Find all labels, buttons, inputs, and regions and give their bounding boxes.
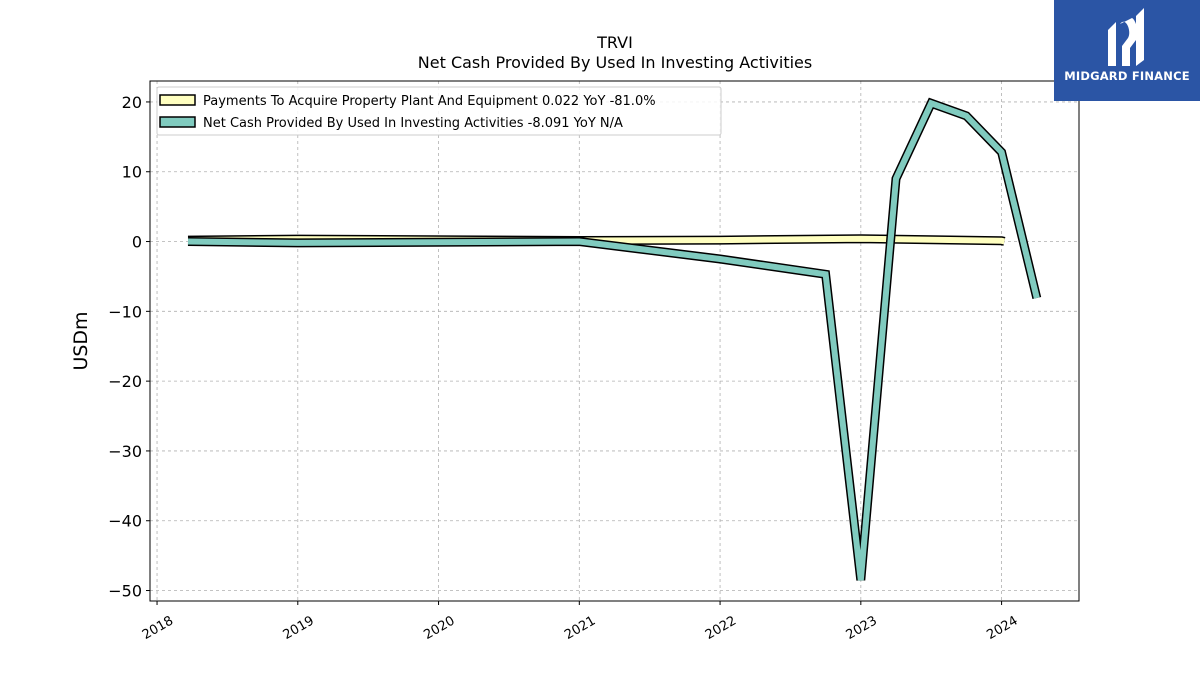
legend: Payments To Acquire Property Plant And E… bbox=[156, 86, 722, 136]
legend-box bbox=[156, 86, 722, 136]
x-tick-label: 2022 bbox=[703, 613, 739, 643]
x-axis: 2018 2019 2020 2021 2022 2023 2024 bbox=[140, 601, 1021, 643]
chart-subtitle: Net Cash Provided By Used In Investing A… bbox=[418, 53, 812, 72]
brand-name: MIDGARD FINANCE bbox=[1064, 69, 1190, 83]
y-axis-label: USDm bbox=[70, 311, 92, 370]
x-tick-label: 2019 bbox=[281, 613, 317, 643]
x-tick-label: 2020 bbox=[421, 613, 457, 643]
series-layer bbox=[187, 97, 1042, 581]
y-tick-label: 0 bbox=[132, 233, 142, 252]
y-tick-label: 10 bbox=[122, 163, 142, 182]
series-outline bbox=[187, 97, 1042, 581]
chart-title: TRVI bbox=[596, 33, 633, 52]
x-tick-label: 2024 bbox=[984, 613, 1020, 643]
y-tick-label: −20 bbox=[108, 372, 142, 391]
x-tick-label: 2018 bbox=[140, 613, 176, 643]
x-tick-label: 2021 bbox=[562, 613, 598, 643]
brand-logo: MIDGARD FINANCE bbox=[1054, 0, 1200, 101]
logo-mark-icon bbox=[1108, 8, 1144, 66]
y-tick-label: −40 bbox=[108, 512, 142, 531]
y-tick-label: −30 bbox=[108, 442, 142, 461]
y-tick-label: −10 bbox=[108, 302, 142, 321]
legend-label: Net Cash Provided By Used In Investing A… bbox=[203, 116, 623, 131]
y-axis: 20 10 0 −10 −20 −30 −40 −50 bbox=[108, 93, 150, 601]
plot-frame bbox=[149, 80, 1080, 602]
grid bbox=[150, 81, 1079, 601]
legend-label: Payments To Acquire Property Plant And E… bbox=[203, 94, 656, 109]
series-line bbox=[187, 99, 1040, 581]
x-tick-label: 2023 bbox=[844, 613, 880, 643]
legend-swatch bbox=[159, 94, 196, 106]
legend-swatch bbox=[159, 116, 196, 128]
y-tick-label: 20 bbox=[122, 93, 142, 112]
y-tick-label: −50 bbox=[108, 582, 142, 601]
